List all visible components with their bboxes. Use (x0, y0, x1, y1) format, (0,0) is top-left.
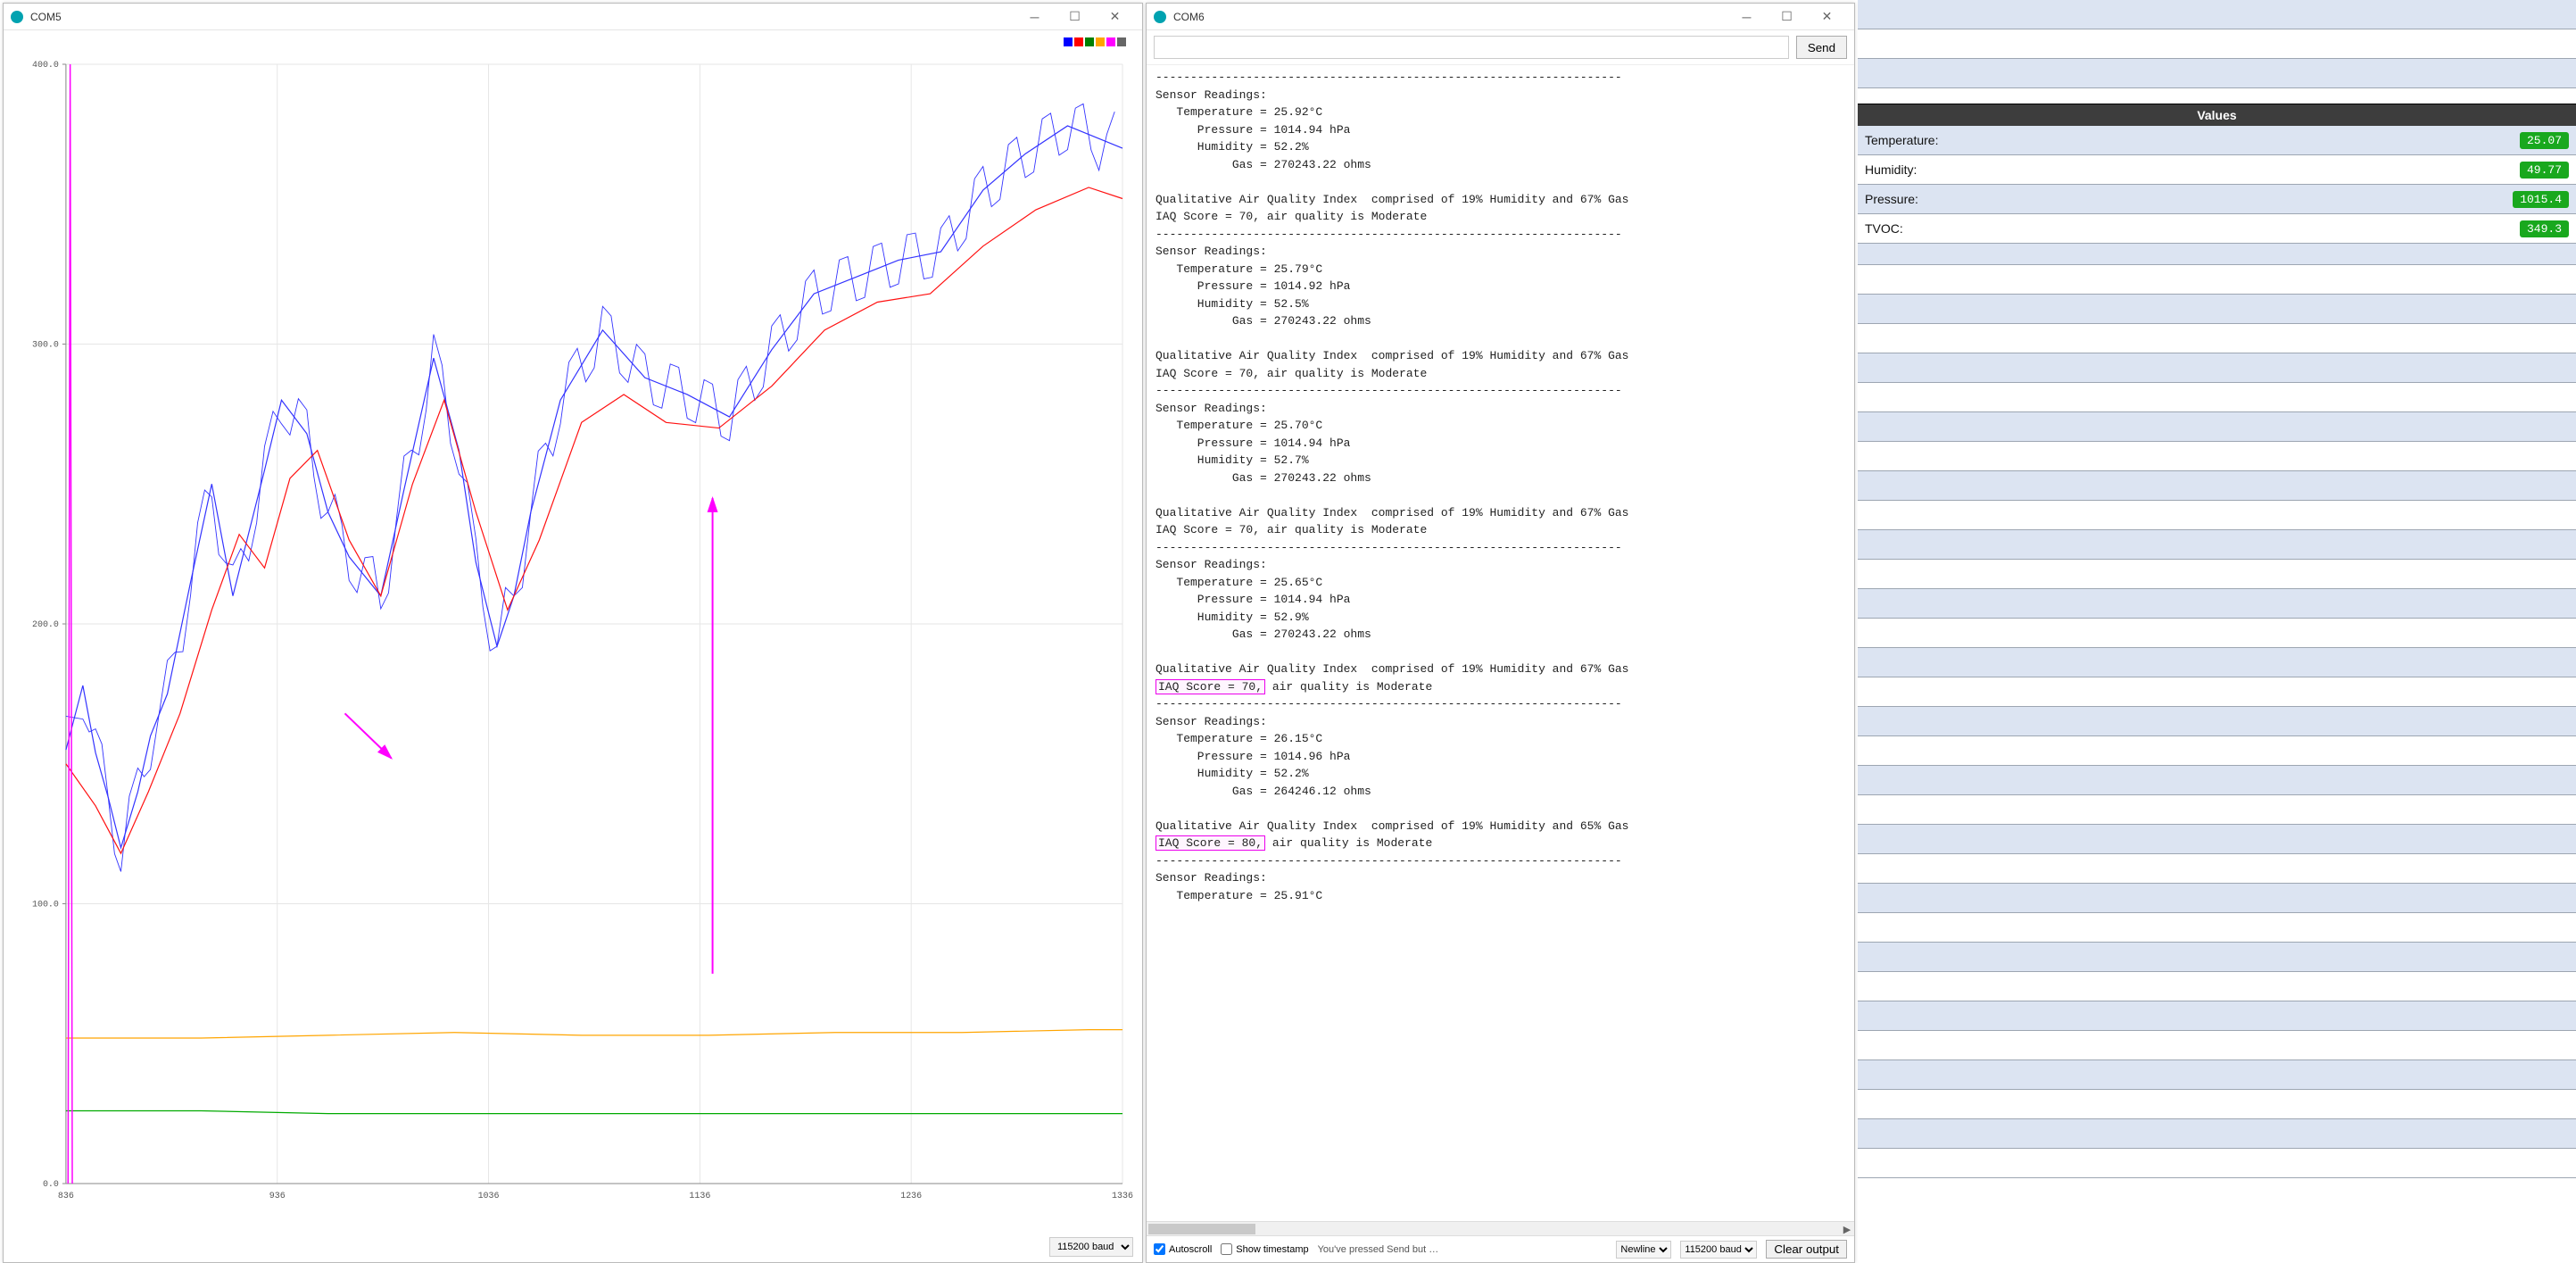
value-label: Humidity: (1865, 162, 1917, 177)
window-title: COM5 (30, 11, 1015, 23)
values-rows: Temperature: 25.07Humidity: 49.77Pressur… (1858, 126, 2576, 244)
value-row: TVOC: 349.3 (1858, 214, 2576, 244)
titlebar[interactable]: COM6 ─ ☐ ✕ (1147, 4, 1854, 30)
line-ending-select[interactable]: Newline (1616, 1241, 1671, 1259)
autoscroll-label: Autoscroll (1169, 1244, 1212, 1255)
legend-swatch (1074, 37, 1083, 46)
svg-text:1036: 1036 (478, 1191, 500, 1201)
legend-swatch (1064, 37, 1073, 46)
baud-select[interactable]: 115200 baud (1049, 1237, 1133, 1257)
window-title: COM6 (1173, 11, 1727, 23)
svg-text:1336: 1336 (1112, 1191, 1133, 1201)
svg-text:836: 836 (58, 1191, 74, 1201)
plot-canvas: 0.0 100.0 200.0 300.0 400.0 836 936 1036 1136 123… (12, 39, 1133, 1226)
log-output[interactable]: ----------------------------------------… (1147, 65, 1854, 1221)
scroll-right-icon[interactable]: ▶ (1840, 1222, 1854, 1236)
svg-text:0.0: 0.0 (43, 1179, 59, 1189)
send-toolbar: Send (1147, 30, 1854, 65)
serial-plotter-window: COM5 ─ ☐ ✕ 0.0 100.0 200.0 300.0 400.0 836 936… (3, 3, 1143, 1263)
legend-swatch (1085, 37, 1094, 46)
svg-text:200.0: 200.0 (32, 619, 59, 629)
value-badge: 1015.4 (2513, 191, 2569, 208)
timestamp-input[interactable] (1221, 1243, 1232, 1255)
close-button[interactable]: ✕ (1807, 4, 1847, 29)
maximize-button[interactable]: ☐ (1055, 4, 1095, 29)
value-badge: 25.07 (2520, 132, 2569, 149)
legend-swatch (1117, 37, 1126, 46)
autoscroll-checkbox[interactable]: Autoscroll (1154, 1243, 1212, 1255)
minimize-button[interactable]: ─ (1015, 4, 1055, 29)
svg-text:100.0: 100.0 (32, 900, 59, 910)
value-label: Pressure: (1865, 192, 1918, 206)
send-button[interactable]: Send (1796, 36, 1847, 59)
value-label: Temperature: (1865, 133, 1938, 147)
monitor-footer: Autoscroll Show timestamp You've pressed… (1147, 1235, 1854, 1262)
app-icon (1154, 11, 1166, 23)
status-text: You've pressed Send but … (1318, 1244, 1439, 1255)
send-input[interactable] (1154, 36, 1789, 59)
titlebar[interactable]: COM5 ─ ☐ ✕ (4, 4, 1142, 30)
legend-swatch (1106, 37, 1115, 46)
legend-swatch (1096, 37, 1105, 46)
app-icon (11, 11, 23, 23)
autoscroll-input[interactable] (1154, 1243, 1165, 1255)
baud-select[interactable]: 115200 baud (1680, 1241, 1757, 1259)
maximize-button[interactable]: ☐ (1767, 4, 1807, 29)
svg-text:1236: 1236 (900, 1191, 922, 1201)
scrollbar-thumb[interactable] (1148, 1224, 1255, 1234)
svg-text:300.0: 300.0 (32, 340, 59, 350)
plot-footer: 115200 baud (1049, 1237, 1133, 1257)
value-badge: 49.77 (2520, 162, 2569, 179)
value-row: Pressure: 1015.4 (1858, 185, 2576, 214)
close-button[interactable]: ✕ (1095, 4, 1135, 29)
value-row: Temperature: 25.07 (1858, 126, 2576, 155)
value-badge: 349.3 (2520, 220, 2569, 237)
value-row: Humidity: 49.77 (1858, 155, 2576, 185)
svg-text:936: 936 (269, 1191, 286, 1201)
values-panel-region: Values Temperature: 25.07Humidity: 49.77… (1858, 0, 2576, 244)
svg-text:400.0: 400.0 (32, 60, 59, 70)
horizontal-scrollbar[interactable]: ▶ (1147, 1221, 1854, 1235)
value-label: TVOC: (1865, 221, 1903, 236)
timestamp-label: Show timestamp (1236, 1244, 1308, 1255)
serial-monitor-window: COM6 ─ ☐ ✕ Send ------------------------… (1146, 3, 1855, 1263)
plot-content: 0.0 100.0 200.0 300.0 400.0 836 936 1036 1136 123… (4, 30, 1142, 1262)
legend-swatches (1064, 37, 1126, 46)
timestamp-checkbox[interactable]: Show timestamp (1221, 1243, 1308, 1255)
minimize-button[interactable]: ─ (1727, 4, 1767, 29)
values-header: Values (1858, 104, 2576, 126)
clear-output-button[interactable]: Clear output (1766, 1240, 1847, 1259)
svg-text:1136: 1136 (689, 1191, 710, 1201)
